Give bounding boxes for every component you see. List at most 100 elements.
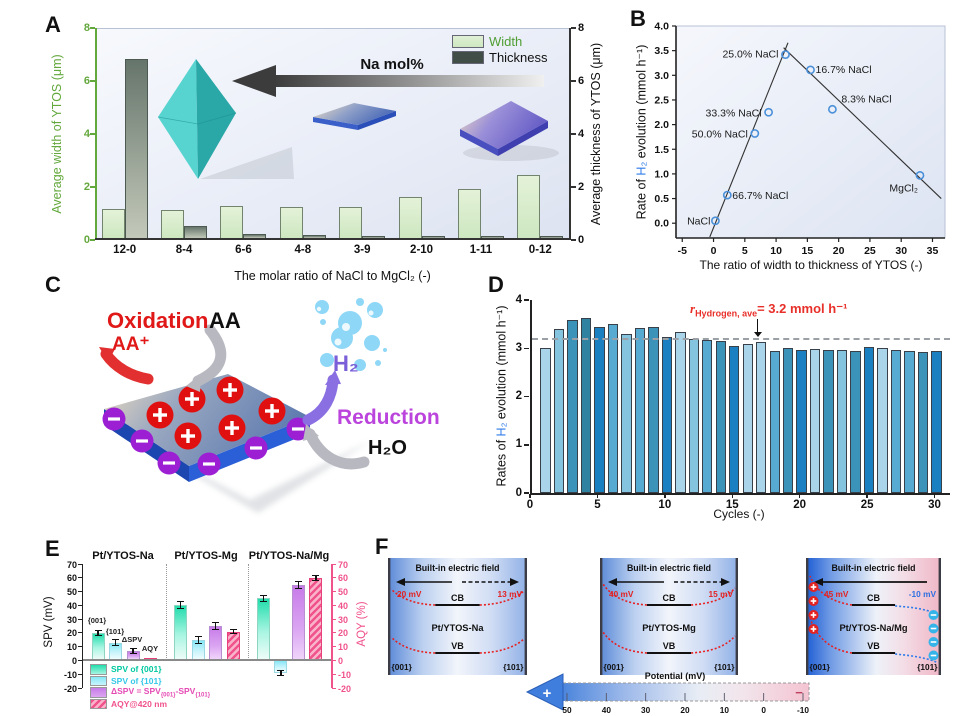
data-point (827, 104, 837, 114)
dspv-p2: -SPV (175, 685, 196, 696)
y-tick-label: 3.5 (654, 45, 669, 57)
width-bar (220, 205, 244, 239)
group-separator (165, 564, 167, 661)
x-tick-label: 30 (928, 499, 941, 511)
data-point (764, 107, 773, 117)
cycle-bar (540, 348, 551, 493)
cycle-bar (580, 318, 592, 493)
legend-thickness-label: Thickness (489, 49, 548, 65)
data-point (806, 65, 815, 75)
y-tick-right (571, 239, 576, 241)
spv-bar (226, 631, 240, 661)
error-cap (177, 608, 185, 610)
y-tick-label-left: 2 (83, 181, 90, 193)
platelet1-side-left (313, 117, 358, 130)
width-bar (101, 208, 125, 239)
x-tick-label: 10 (770, 245, 782, 257)
error-cap (212, 628, 220, 630)
y-tick-label: 4 (515, 293, 522, 306)
spv-bar (291, 584, 305, 661)
dspv-s2: {101} (195, 692, 211, 699)
solid-arrow-head (396, 578, 405, 586)
panel-e-legend: SPV of {001} SPV of {101} ΔSPV = SPV{001… (90, 664, 210, 710)
error-cap (277, 669, 285, 671)
y-tick-label-left: 50 (66, 587, 77, 598)
dspv-p1: ΔSPV = SPV (111, 685, 161, 696)
h2-label: H₂ (333, 351, 359, 376)
point-label: NaCl (687, 216, 710, 228)
x-tick-label: 30 (895, 245, 907, 257)
panel-e-plot (82, 564, 333, 688)
oxidation-arrow-head (99, 347, 115, 362)
y-tick-label: 0.5 (654, 193, 669, 205)
x-tick-label: -5 (678, 245, 687, 257)
cycle-bar (715, 340, 726, 493)
bar-label-dspv: ΔSPV (121, 635, 143, 644)
y-tick-label-right: 10 (338, 642, 349, 653)
colorbar-tick-label: 50 (562, 705, 572, 715)
cycle-bar (904, 350, 915, 493)
error-cap (194, 642, 202, 644)
legend-item-spv001: SPV of {001} (90, 664, 210, 675)
cb-label: CB (663, 593, 676, 603)
x-tick-label: 4-8 (294, 244, 312, 256)
platelet2-top (460, 101, 548, 149)
colorbar-bar (562, 682, 810, 702)
spv-bar (174, 605, 188, 661)
y-tick-right (332, 687, 336, 689)
error-cap (229, 633, 237, 635)
na-arrow-head (232, 65, 276, 97)
aa-arrow (192, 324, 227, 387)
panel-a-letter: A (45, 12, 61, 37)
x-tick-label: 1-11 (469, 244, 493, 256)
x-tick-label: 0 (711, 245, 717, 257)
y-tick-label-right: 70 (338, 559, 349, 570)
band-bending-curve (691, 635, 736, 654)
trend-line (709, 42, 789, 238)
cycle-bar (823, 349, 834, 493)
error-bar (262, 595, 264, 602)
x-tick-label: 10 (658, 499, 672, 511)
cycle-bar (567, 320, 578, 493)
panel-a-illustration: Na mol% (157, 56, 559, 179)
cycle-bar (648, 326, 659, 493)
data-point (750, 129, 760, 138)
colorbar-label: Potential (mV) (645, 671, 706, 681)
y-tick-label: 0 (515, 486, 522, 499)
y-tick-label-right: 2 (578, 181, 585, 193)
panel-e-group-1-label: Pt/YTOS-Na (92, 550, 154, 562)
error-bar (114, 639, 117, 646)
error-cap (312, 574, 320, 576)
left-mv-label: 40 mV (609, 589, 634, 599)
y-tick-left (78, 577, 82, 579)
panel-a-right-axis (569, 28, 571, 240)
panel-a-left-axis (95, 28, 97, 240)
legend-spv101-label: SPV of {101} (111, 675, 162, 686)
panel-e-ylabel-left: SPV (mV) (43, 596, 55, 648)
colorbar-tick-label: 0 (761, 705, 766, 715)
thickness-swatch (452, 50, 484, 64)
panel-a-plot: Na mol% (95, 28, 570, 240)
y-tick-label-left: -20 (63, 683, 77, 694)
error-cap (277, 675, 285, 677)
x-tick-label: 20 (833, 245, 845, 257)
x-tick-label: 2-10 (410, 244, 434, 256)
cycle-bar (782, 347, 794, 493)
y-tick-label: 4.0 (654, 21, 669, 33)
y-tick-label-left: 10 (66, 642, 77, 653)
platelet2-side-left (460, 129, 498, 156)
spv-bar (256, 598, 270, 661)
y-tick-label-right: 0 (338, 655, 344, 666)
spv001-swatch (90, 664, 107, 675)
y-tick-label-right: 20 (338, 628, 349, 639)
y-tick-label-right: 40 (338, 600, 349, 611)
point-label: 33.3% NaCl (706, 107, 762, 119)
y-tick-label-left: 70 (66, 559, 77, 570)
panel-b-ylabel: Rate of H₂ evolution (mmol h⁻¹) (634, 45, 649, 220)
error-bar (97, 630, 99, 636)
cycle-bar (756, 342, 767, 493)
cycle-bar (890, 349, 902, 493)
minus-symbol: − (795, 685, 803, 700)
error-cap (194, 635, 202, 637)
